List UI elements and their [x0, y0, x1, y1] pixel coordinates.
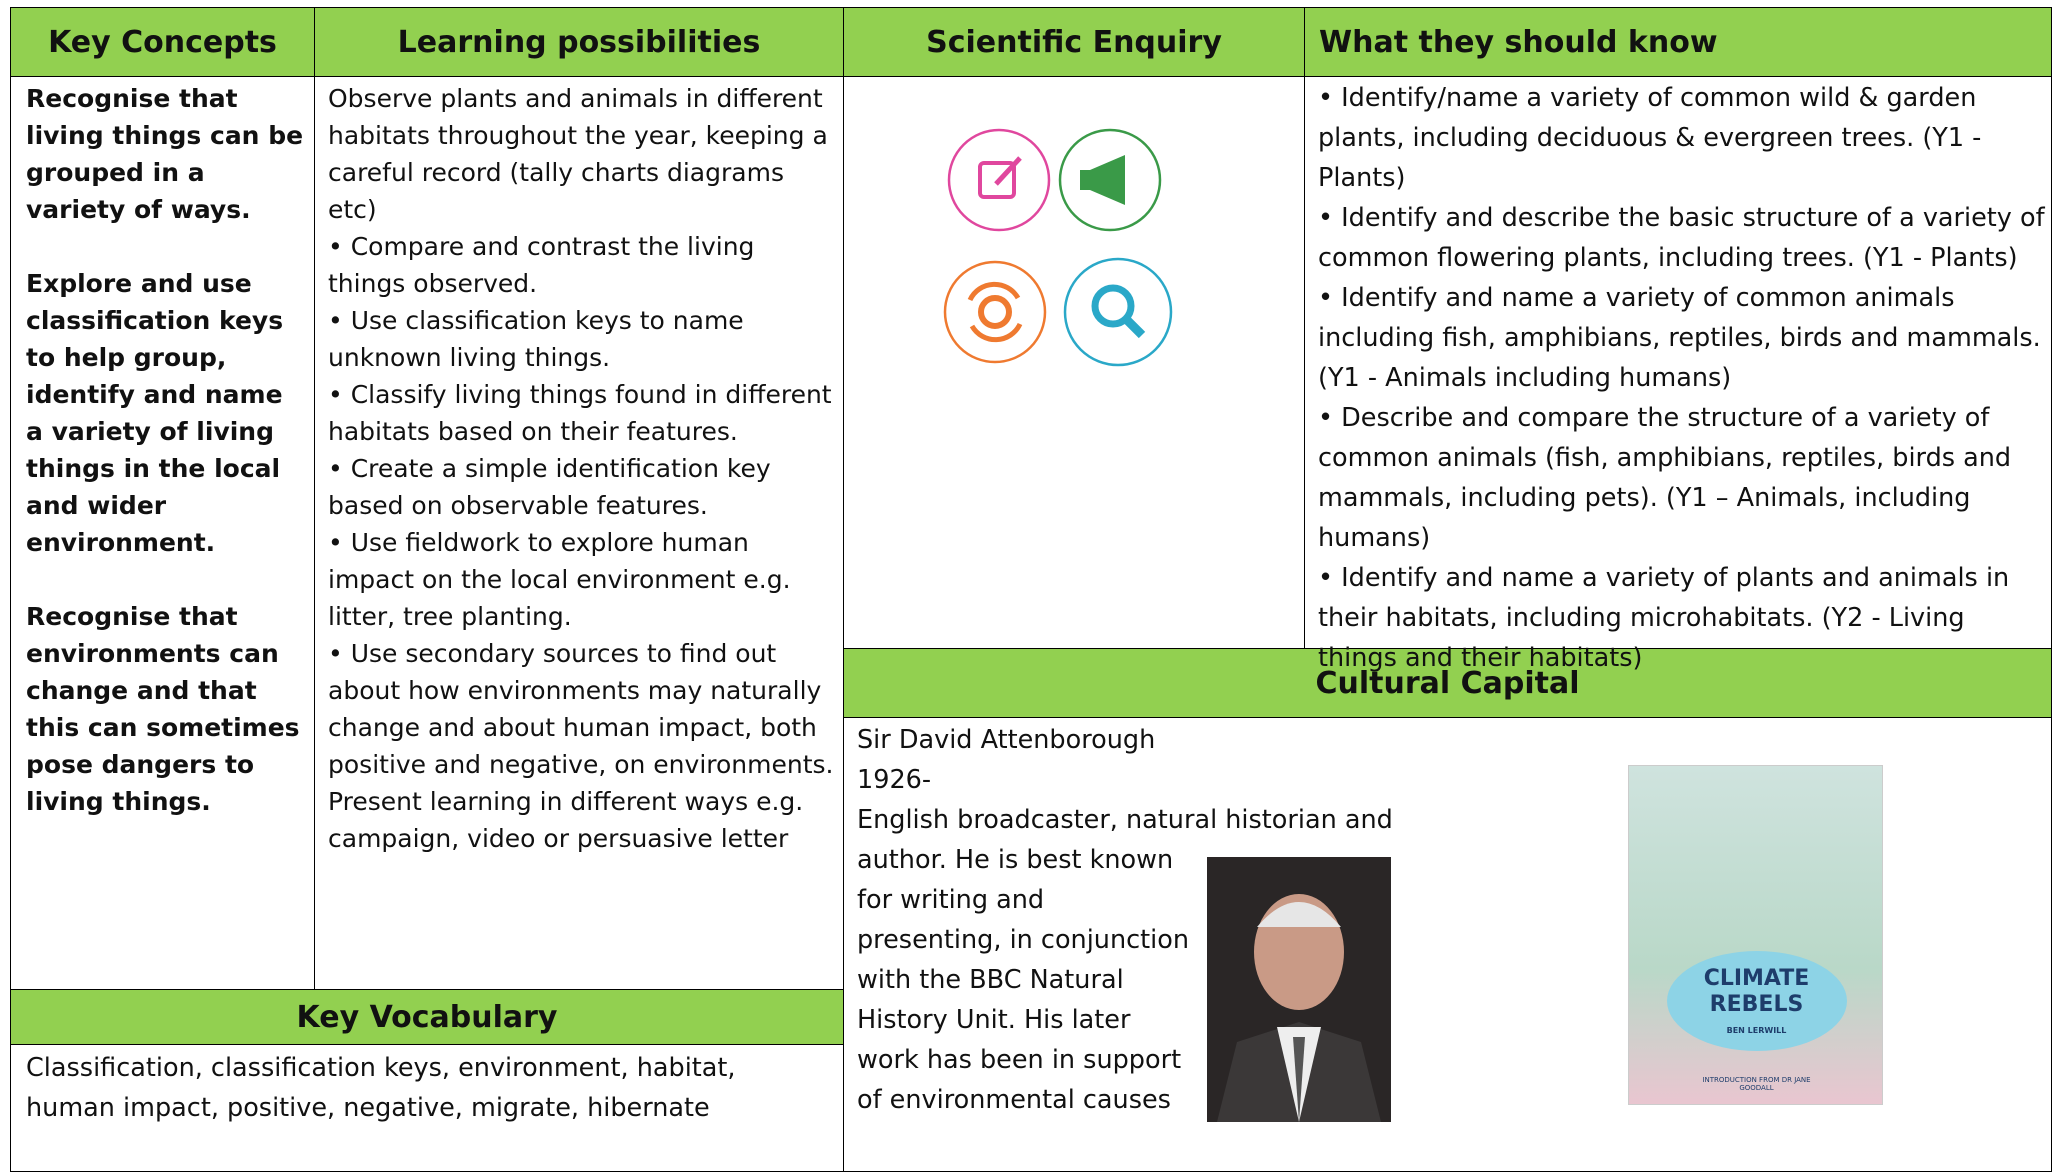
- cultural-line: English broadcaster, natural historian a…: [857, 805, 1393, 835]
- know-item: • Identify and name a variety of plants …: [1318, 563, 2010, 673]
- enquiry-icons: [943, 128, 1173, 367]
- know-item: • Identify and name a variety of common …: [1318, 283, 2041, 393]
- learning-item: • Classify living things found in differ…: [328, 380, 832, 446]
- cultural-line: of environmental causes: [857, 1085, 1171, 1115]
- cultural-line: History Unit. His later: [857, 1005, 1131, 1035]
- learning-item: • Compare and contrast the living things…: [328, 232, 755, 298]
- globe: [1667, 951, 1847, 1051]
- header: Scientific Enquiry: [843, 7, 1305, 77]
- key-concept: Recognise that living things can be grou…: [26, 84, 304, 224]
- header: Key Concepts: [10, 7, 315, 77]
- book-intro: INTRODUCTION FROM DR JANE GOODALL: [1702, 1076, 1811, 1092]
- key-concepts: Recognise that living things can be grou…: [26, 80, 308, 857]
- know-item: • Identify/name a variety of common wild…: [1318, 83, 1982, 193]
- book-cover: CLIMATE REBELS BEN LERWILL INTRODUCTION …: [1628, 765, 1883, 1105]
- cultural-line: author. He is best known: [857, 845, 1174, 875]
- header: What they should know: [1304, 7, 2052, 77]
- cultural-line: 1926-: [857, 765, 932, 795]
- cultural-text: Sir David Attenborough 1926- English broad…: [857, 720, 1397, 1120]
- learning-item: • Create a simple identification key bas…: [328, 454, 771, 520]
- learning-item: Observe plants and animals in different …: [328, 84, 828, 224]
- know-item: • Describe and compare the structure of …: [1318, 403, 2012, 553]
- learning-item: • Use classification keys to name unknow…: [328, 306, 744, 372]
- know-list: • Identify/name a variety of common wild…: [1318, 78, 2046, 678]
- header: Cultural Capital: [843, 648, 2052, 718]
- know-item: • Identify and describe the basic struct…: [1318, 203, 2045, 273]
- header: Key Vocabulary: [10, 989, 844, 1045]
- cultural-line: for writing and: [857, 885, 1045, 915]
- key-concept: Recognise that environments can change a…: [26, 602, 300, 816]
- learning-item: • Use fieldwork to explore human impact …: [328, 528, 791, 631]
- header: Learning possibilities: [314, 7, 844, 77]
- cultural-line: Sir David Attenborough: [857, 725, 1156, 755]
- learning-item: • Use secondary sources to find out abou…: [328, 639, 834, 853]
- book-title: CLIMATE REBELS: [1703, 966, 1810, 1017]
- cultural-line: work has been in support: [857, 1045, 1182, 1075]
- key-concept: Explore and use classification keys to h…: [26, 269, 284, 557]
- book-author: BEN LERWILL: [1726, 1026, 1787, 1035]
- vocabulary: Classification, classification keys, env…: [26, 1053, 736, 1123]
- cultural-line: presenting, in conjunction: [857, 925, 1189, 955]
- cultural-line: with the BBC Natural: [857, 965, 1124, 995]
- attenborough-photo: [1207, 857, 1391, 1122]
- learning-list: Observe plants and animals in different …: [328, 80, 836, 857]
